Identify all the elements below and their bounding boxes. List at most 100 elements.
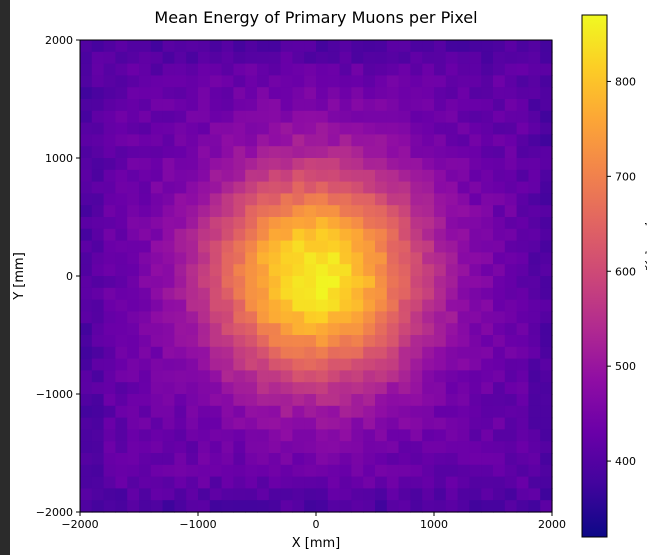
heatmap-cell [504,40,518,53]
heatmap-cell [339,181,352,194]
heatmap-cell [398,158,411,171]
heatmap-cell [457,287,470,301]
heatmap-cell [91,405,105,419]
heatmap-cell [257,346,270,360]
heatmap-cell [80,228,93,242]
heatmap-cell [434,158,447,171]
heatmap-cell [221,287,234,301]
heatmap-cell [257,99,270,112]
heatmap-cell [493,276,506,289]
heatmap-cell [375,394,388,407]
heatmap-cell [327,99,341,112]
heatmap-cell [139,87,152,100]
heatmap-cell [292,228,305,242]
heatmap-cell [540,370,553,383]
heatmap-cell [316,358,329,371]
heatmap-cell [351,370,364,383]
heatmap-cell [115,264,128,277]
heatmap-cell [316,181,329,194]
heatmap-cell [103,122,116,135]
heatmap-cell [363,40,376,53]
heatmap-cell [375,193,388,206]
heatmap-cell [504,99,518,112]
heatmap-cell [304,335,317,348]
heatmap-cell [351,417,364,430]
heatmap-cell [80,240,93,253]
heatmap-cell [375,63,388,76]
heatmap-cell [162,488,175,501]
heatmap-cell [445,193,459,206]
heatmap-cell [398,252,411,265]
heatmap-cell [445,40,459,53]
heatmap-cell [127,476,140,489]
heatmap-cell [422,441,435,454]
heatmap-cell [209,228,223,242]
heatmap-cell [280,146,293,159]
heatmap-cell [221,228,234,242]
heatmap-cell [150,40,164,53]
heatmap-cell [221,122,234,135]
heatmap-cell [292,181,305,194]
heatmap-cell [504,500,518,513]
heatmap-cell [150,276,164,289]
heatmap-cell [209,394,223,407]
heatmap-cell [221,205,234,218]
heatmap-cell [528,370,541,383]
heatmap-cell [115,51,128,65]
heatmap-cell [245,287,258,301]
heatmap-cell [327,358,341,371]
heatmap-cell [351,299,364,312]
window-left-edge [0,0,10,555]
heatmap-cell [91,228,105,242]
heatmap-cell [139,370,152,383]
heatmap-cell [139,287,152,301]
heatmap-cell [398,358,411,371]
heatmap-cell [292,500,305,513]
heatmap-cell [80,122,93,135]
heatmap-cell [221,346,234,360]
heatmap-cell [174,382,187,395]
heatmap-cell [186,169,199,183]
heatmap-cell [434,240,447,253]
heatmap-cell [174,405,187,419]
heatmap-cell [186,299,199,312]
heatmap-cell [198,488,211,501]
heatmap-cell [493,99,506,112]
heatmap-cell [410,110,423,124]
heatmap-cell [386,323,400,336]
heatmap-cell [316,217,329,230]
heatmap-cell [103,287,116,301]
heatmap-cell [457,240,470,253]
heatmap-cell [540,394,553,407]
heatmap-cell [398,217,411,230]
heatmap-cell [422,500,435,513]
heatmap-cell [434,122,447,135]
heatmap-cell [150,51,164,65]
heatmap-cell [434,476,447,489]
heatmap-cell [445,287,459,301]
heatmap-cell [528,240,541,253]
heatmap-cell [469,169,482,183]
heatmap-cell [504,181,518,194]
heatmap-cell [150,311,164,324]
heatmap-cell [528,417,541,430]
heatmap-cell [316,228,329,242]
heatmap-cell [375,500,388,513]
heatmap-cell [375,110,388,124]
heatmap-cell [457,405,470,419]
heatmap-cell [103,323,116,336]
heatmap-cell [516,51,529,65]
heatmap-cell [327,134,341,147]
heatmap-cell [316,63,329,76]
heatmap-cell [445,158,459,171]
heatmap-cell [504,110,518,124]
heatmap-cell [386,122,400,135]
heatmap-cell [268,394,282,407]
heatmap-cell [115,394,128,407]
heatmap-cell [469,110,482,124]
heatmap-cell [469,40,482,53]
heatmap-cell [257,63,270,76]
heatmap-cell [375,87,388,100]
heatmap-cell [162,335,175,348]
heatmap-cell [91,299,105,312]
